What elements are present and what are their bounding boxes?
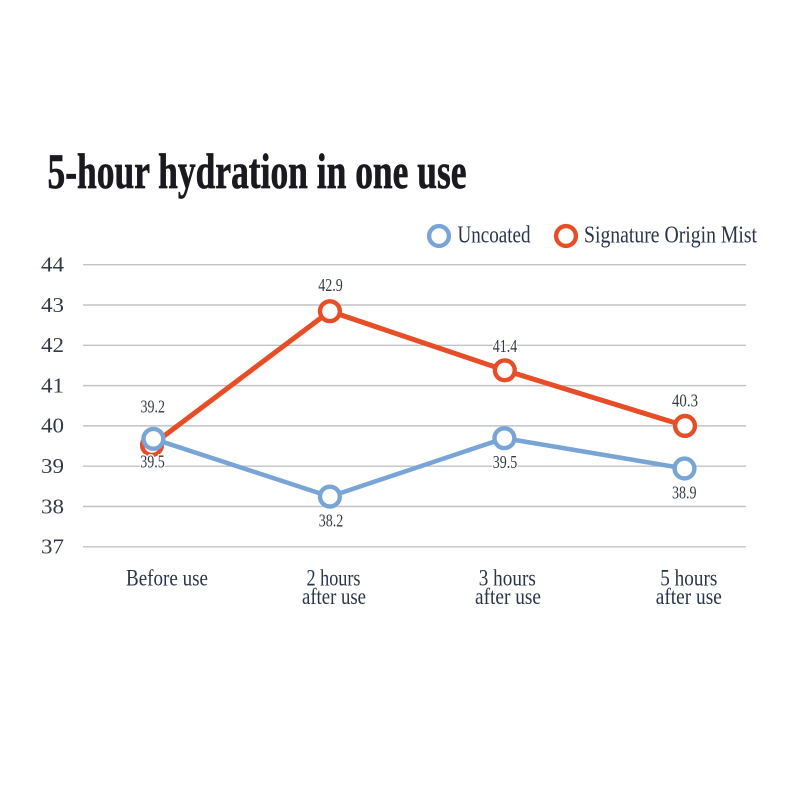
svg-text:44: 44: [41, 253, 64, 277]
svg-text:39: 39: [41, 454, 64, 478]
svg-text:38.9: 38.9: [672, 483, 697, 503]
svg-text:5 hours: 5 hours: [660, 566, 717, 591]
svg-text:after use: after use: [656, 584, 722, 609]
svg-text:42.9: 42.9: [318, 275, 343, 295]
svg-text:3 hours: 3 hours: [479, 566, 536, 591]
svg-text:5-hour hydration in one use: 5-hour hydration in one use: [48, 143, 467, 199]
svg-text:38: 38: [41, 494, 64, 518]
svg-text:after use: after use: [302, 584, 366, 609]
svg-text:Before use: Before use: [126, 566, 208, 591]
svg-text:2 hours: 2 hours: [307, 566, 361, 591]
svg-text:39.2: 39.2: [141, 397, 166, 417]
svg-text:41: 41: [41, 373, 64, 397]
svg-text:39.5: 39.5: [140, 451, 165, 471]
svg-text:43: 43: [41, 293, 64, 317]
svg-text:Uncoated: Uncoated: [458, 222, 531, 249]
svg-text:after use: after use: [475, 584, 541, 609]
svg-text:37: 37: [41, 535, 64, 559]
svg-text:40.3: 40.3: [672, 390, 698, 410]
svg-text:Signature Origin Mist: Signature Origin Mist: [584, 222, 757, 249]
svg-text:42: 42: [41, 333, 64, 357]
svg-text:40: 40: [41, 414, 64, 438]
svg-text:38.2: 38.2: [319, 510, 344, 530]
svg-text:41.4: 41.4: [493, 336, 518, 356]
svg-text:39.5: 39.5: [493, 452, 518, 472]
